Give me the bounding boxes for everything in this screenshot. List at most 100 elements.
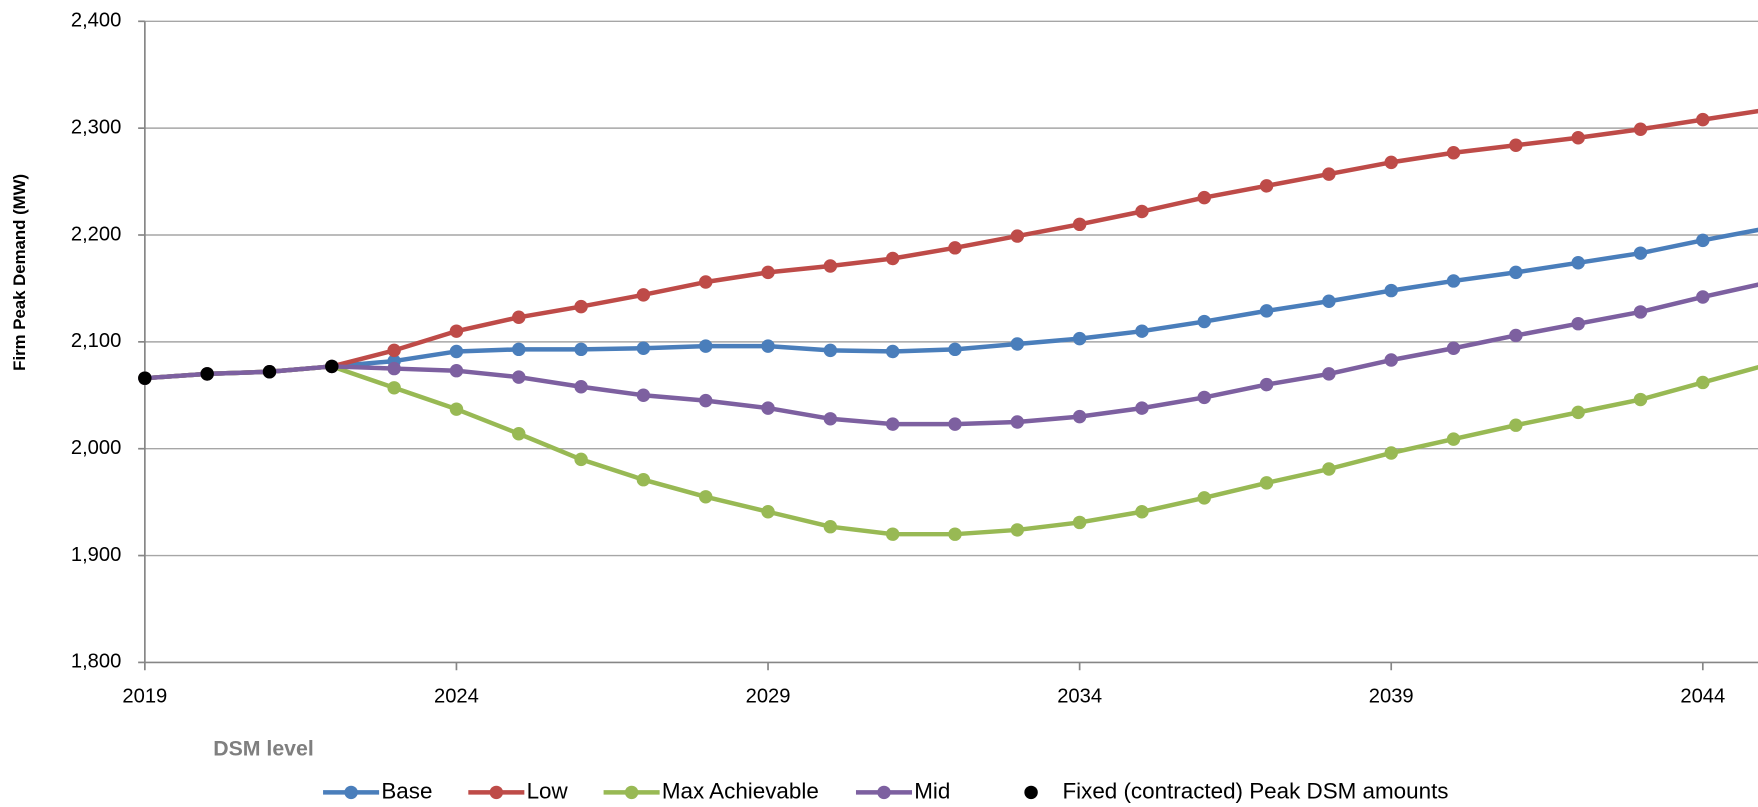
data-point bbox=[1072, 409, 1087, 424]
data-point bbox=[1571, 131, 1585, 145]
data-point bbox=[512, 370, 526, 384]
data-point bbox=[1446, 145, 1461, 160]
data-point bbox=[1509, 328, 1523, 343]
data-point bbox=[823, 412, 838, 426]
y-tick-label: 2,200 bbox=[71, 223, 121, 245]
data-point bbox=[636, 341, 651, 355]
legend-item: Max Achievable bbox=[603, 778, 819, 803]
data-point bbox=[1384, 283, 1398, 298]
data-point bbox=[512, 427, 526, 441]
data-point bbox=[1259, 377, 1274, 392]
data-point bbox=[1696, 375, 1710, 390]
data-point bbox=[823, 259, 838, 273]
data-point bbox=[512, 310, 526, 325]
x-tick-label: 2044 bbox=[1680, 685, 1725, 707]
data-point bbox=[1633, 246, 1648, 260]
data-point bbox=[262, 365, 277, 379]
data-point bbox=[1571, 316, 1585, 331]
data-point bbox=[1509, 418, 1523, 432]
data-point bbox=[1571, 405, 1585, 420]
data-point bbox=[1633, 122, 1648, 136]
data-point bbox=[1010, 415, 1025, 429]
legend-item: Mid bbox=[855, 778, 950, 803]
data-point bbox=[574, 452, 588, 467]
data-point bbox=[449, 363, 464, 378]
data-point bbox=[1072, 217, 1087, 232]
data-point bbox=[387, 361, 401, 376]
data-point bbox=[512, 342, 526, 357]
x-tick-label: 2039 bbox=[1369, 685, 1414, 707]
data-point bbox=[1696, 233, 1710, 248]
y-tick-label: 2,100 bbox=[71, 330, 121, 352]
legend-marker bbox=[489, 785, 504, 800]
data-point bbox=[823, 519, 838, 534]
data-point bbox=[698, 490, 713, 504]
legend-marker bbox=[1024, 785, 1038, 800]
data-point bbox=[636, 472, 651, 487]
data-point bbox=[636, 388, 651, 403]
data-point bbox=[387, 381, 401, 395]
x-tick-label: 2019 bbox=[122, 685, 167, 707]
legend-label: Mid bbox=[914, 778, 950, 803]
data-point bbox=[138, 371, 152, 385]
legend-label: Fixed (contracted) Peak DSM amounts bbox=[1062, 778, 1448, 803]
legend-label: Max Achievable bbox=[662, 778, 819, 803]
data-point bbox=[885, 344, 900, 359]
data-point bbox=[1135, 401, 1149, 415]
data-point bbox=[449, 344, 464, 359]
data-point bbox=[885, 417, 900, 431]
data-point bbox=[1633, 392, 1648, 407]
data-point bbox=[1571, 256, 1585, 270]
data-point bbox=[761, 265, 775, 280]
data-point bbox=[449, 402, 464, 416]
data-point bbox=[387, 343, 401, 358]
y-tick-label: 1,800 bbox=[71, 651, 121, 673]
data-point bbox=[1322, 462, 1336, 476]
y-tick-label: 2,400 bbox=[71, 10, 121, 32]
data-point bbox=[1446, 341, 1461, 355]
legend-title: DSM level bbox=[213, 736, 314, 760]
data-point bbox=[1322, 367, 1336, 381]
data-point bbox=[574, 380, 588, 394]
data-point bbox=[449, 324, 464, 338]
series-line bbox=[144, 364, 1758, 537]
data-point bbox=[698, 393, 713, 408]
data-point bbox=[200, 367, 214, 381]
data-point bbox=[885, 527, 900, 541]
data-point bbox=[885, 251, 900, 266]
legend-label: Low bbox=[527, 778, 569, 803]
data-point bbox=[1197, 390, 1211, 405]
data-point bbox=[948, 342, 962, 357]
data-point bbox=[1072, 331, 1087, 346]
data-point bbox=[1197, 314, 1211, 329]
data-point bbox=[1072, 515, 1087, 530]
x-tick-label: 2034 bbox=[1057, 685, 1102, 707]
data-point bbox=[1509, 265, 1523, 280]
y-tick-label: 2,300 bbox=[71, 116, 121, 138]
y-tick-label: 1,900 bbox=[71, 544, 121, 566]
data-point bbox=[1446, 432, 1461, 446]
data-point bbox=[948, 527, 962, 541]
data-point bbox=[1696, 290, 1710, 304]
data-point bbox=[574, 342, 588, 357]
data-point bbox=[823, 343, 838, 358]
data-point bbox=[1446, 274, 1461, 288]
data-point bbox=[325, 359, 339, 374]
y-axis-title: Firm Peak Demand (MW) bbox=[10, 174, 29, 371]
data-point bbox=[1633, 305, 1648, 319]
data-point bbox=[1322, 294, 1336, 308]
y-tick-label: 2,000 bbox=[71, 437, 121, 459]
data-point bbox=[1384, 155, 1398, 170]
data-point bbox=[948, 241, 962, 255]
x-tick-label: 2024 bbox=[434, 685, 479, 707]
data-point bbox=[1010, 523, 1025, 537]
legend-marker bbox=[877, 785, 891, 800]
data-point bbox=[1259, 304, 1274, 318]
data-point bbox=[1259, 179, 1274, 193]
data-point bbox=[1509, 138, 1523, 152]
data-point bbox=[1322, 167, 1336, 181]
data-point bbox=[1010, 229, 1025, 243]
data-point bbox=[636, 288, 651, 302]
legend-marker bbox=[624, 785, 639, 800]
